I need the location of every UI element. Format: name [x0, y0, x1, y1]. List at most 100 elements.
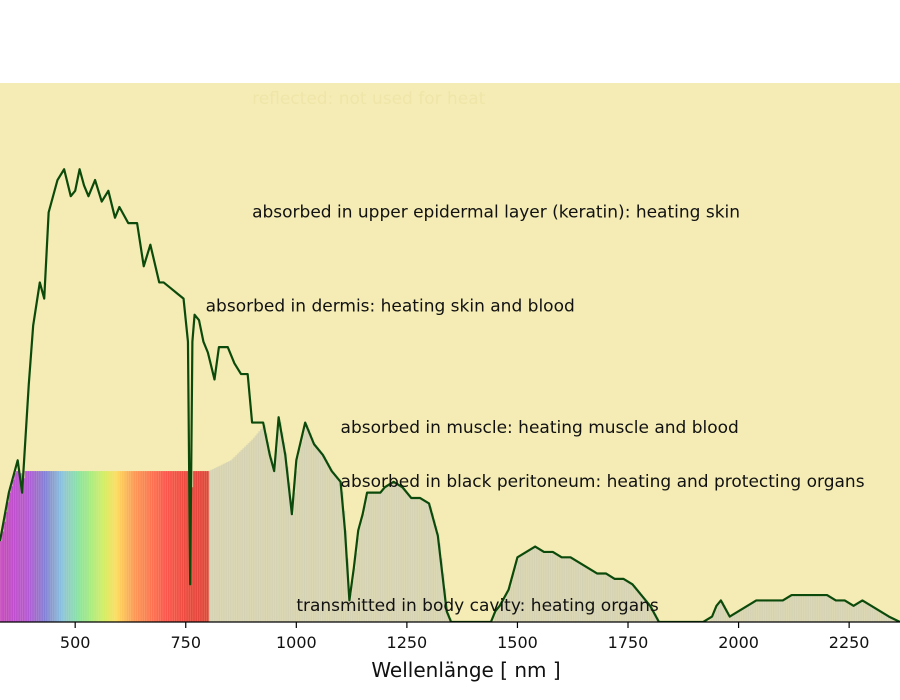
spectrum-band: [286, 466, 289, 622]
spectrum-band: [413, 498, 417, 622]
spectrum-band: [877, 609, 880, 622]
spectrum-band: [606, 574, 610, 622]
spectrum-band: [192, 471, 196, 622]
spectrum-band: [86, 471, 90, 622]
spectrum-band: [636, 589, 640, 622]
spectrum-band: [169, 471, 173, 622]
spectrum-band: [785, 598, 788, 622]
spectrum-band: [744, 607, 748, 622]
spectrum-band: [157, 471, 160, 622]
spectrum-band: [723, 605, 726, 622]
spectrum-band: [111, 471, 114, 622]
spectrum-band: [162, 471, 166, 622]
spectrum-band: [550, 551, 553, 622]
spectrum-band: [378, 492, 381, 622]
spectrum-band: [725, 608, 728, 622]
spectrum-band: [24, 471, 28, 622]
spectrum-band: [421, 498, 424, 622]
spectrum-band: [281, 432, 284, 622]
spectrum-band: [422, 499, 426, 622]
spectrum-band: [228, 461, 231, 622]
spectrum-band: [429, 506, 433, 622]
spectrum-band: [208, 470, 212, 622]
layer-label: absorbed in black peritoneum: heating an…: [341, 472, 865, 492]
spectrum-band: [261, 426, 265, 622]
spectrum-band: [235, 455, 238, 622]
spectrum-band: [10, 486, 13, 622]
spectrum-band: [302, 433, 305, 622]
spectrum-band: [541, 550, 544, 622]
spectrum-band: [300, 441, 304, 622]
spectrum-band: [605, 573, 608, 622]
spectrum-band: [375, 492, 378, 622]
spectrum-band: [256, 433, 259, 622]
spectrum-band: [504, 597, 507, 622]
spectrum-band: [222, 463, 226, 622]
spectrum-band: [852, 605, 856, 622]
x-tick-label: 1000: [276, 633, 317, 652]
spectrum-band: [811, 595, 815, 622]
spectrum-band: [399, 485, 403, 622]
spectrum-band: [226, 462, 229, 622]
spectrum-band: [720, 601, 723, 622]
spectrum-band: [389, 484, 392, 622]
spectrum-band: [571, 557, 574, 622]
spectrum-band: [764, 600, 767, 622]
spectrum-band: [37, 471, 40, 622]
spectrum-band: [371, 492, 374, 622]
spectrum-band: [84, 471, 88, 622]
spectrum-band: [284, 452, 288, 622]
x-tick-label: 1750: [608, 633, 649, 652]
spectrum-band: [107, 471, 111, 622]
spectrum-band: [822, 595, 825, 622]
spectrum-band: [270, 458, 274, 622]
spectrum-band: [47, 471, 51, 622]
spectrum-band: [799, 595, 802, 622]
spectrum-band: [146, 471, 150, 622]
spectrum-band: [797, 595, 801, 622]
spectrum-band: [426, 501, 429, 622]
spectrum-band: [175, 471, 178, 622]
spectrum-band: [760, 600, 764, 622]
spectrum-band: [293, 492, 297, 622]
spectrum-band: [546, 551, 550, 622]
spectrum-band: [583, 565, 587, 622]
spectrum-band: [401, 486, 404, 622]
x-tick-label: 1500: [497, 633, 538, 652]
spectrum-band: [77, 471, 81, 622]
spectrum-band: [827, 595, 831, 622]
spectrum-band: [263, 424, 266, 622]
spectrum-band: [260, 429, 263, 622]
spectrum-band: [751, 603, 755, 622]
spectrum-band: [311, 437, 314, 622]
spectrum-band: [74, 471, 77, 622]
spectrum-band: [435, 526, 438, 622]
spectrum-band: [863, 600, 866, 622]
spectrum-band: [624, 579, 627, 622]
spectrum-band: [90, 471, 93, 622]
spectrum-band: [436, 532, 440, 622]
spectrum-band: [238, 451, 242, 622]
spectrum-band: [750, 604, 753, 622]
spectrum-band: [348, 586, 351, 622]
spectrum-band: [279, 422, 282, 622]
spectrum-band: [886, 614, 889, 622]
spectrum-band: [645, 600, 649, 622]
spectrum-band: [298, 448, 302, 622]
spectrum-band: [83, 471, 86, 622]
spectrum-band: [612, 577, 615, 622]
spectrum-band: [562, 557, 565, 622]
spectrum-band: [509, 586, 512, 622]
spectrum-band: [100, 471, 104, 622]
spectrum-band: [408, 494, 412, 622]
spectrum-band: [148, 471, 151, 622]
spectrum-band: [244, 446, 247, 622]
spectrum-band: [820, 595, 824, 622]
spectrum-band: [53, 471, 56, 622]
spectrum-band: [113, 471, 116, 622]
spectrum-band: [573, 558, 576, 622]
spectrum-band: [442, 573, 445, 622]
spectrum-band: [60, 471, 63, 622]
spectrum-band: [875, 608, 879, 622]
spectrum-band: [251, 439, 254, 622]
